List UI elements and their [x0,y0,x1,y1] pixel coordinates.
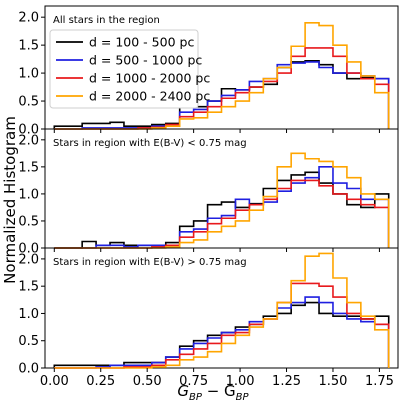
histogram-series-4 [54,252,390,369]
y-tick-label: 2.0 [18,252,39,267]
y-tick-label: 0.5 [18,95,39,110]
legend-label-2: d = 500 - 1000 pc [89,53,202,68]
histogram-series-4 [54,152,390,249]
x-tick-label: 1.50 [318,374,347,389]
panel-1: 0.0 0.5 1.0 1.5 2.0 All stars in the region d … [18,5,399,138]
y-tick-label: 0.5 [18,334,39,349]
y-tick-label: 0.0 [18,123,39,138]
x-tick-label: 1.25 [272,374,301,389]
y-tick-label: 0.0 [18,362,39,377]
x-tick-label: 1.75 [365,374,394,389]
x-tick-label: 1.00 [226,374,255,389]
y-tick-label: 1.0 [18,307,39,322]
x-axis-label-sub2: BP [236,392,250,402]
legend-label-1: d = 100 - 500 pc [89,35,194,50]
y-tick-label: 1.0 [18,187,39,202]
panel-3: 0.0 0.5 1.0 1.5 2.0 0.00 0.25 0.50 0.75 1.00 1.25 1… [18,247,399,389]
histogram-series-2 [54,61,390,130]
panel-2: 0.0 0.5 1.0 1.5 2.0 Stars in region with E(B-… [18,128,399,257]
y-tick-label: 1.5 [18,160,39,175]
panel-title: All stars in the region [53,15,160,26]
y-axis-label: Normalized Histogram [1,116,19,284]
x-axis-label-g1: G [177,382,189,400]
y-tick-label: 2.0 [18,133,39,148]
y-tick-label: 1.0 [18,67,39,82]
axes-frame [44,247,399,369]
legend-box [49,29,199,109]
legend: d = 100 - 500 pc d = 500 - 1000 pc d = 100… [49,29,210,109]
panel-title: Stars in region with E(B-V) > 0.75 mag [53,257,247,268]
y-tick-label: 1.5 [18,39,39,54]
histogram-series-1 [53,301,390,368]
y-tick-label: 1.5 [18,280,39,295]
x-tick-label: 0.25 [86,374,115,389]
legend-label-4: d = 2000 - 2400 pc [89,89,210,104]
panel-title: Stars in region with E(B-V) < 0.75 mag [53,138,247,149]
histogram-series-3 [54,282,390,369]
panels: 0.0 0.5 1.0 1.5 2.0 All stars in the region d … [18,5,399,389]
histogram-series-3 [54,179,390,249]
y-tick-label: 0.5 [18,214,39,229]
histogram-series-2 [54,296,390,369]
x-axis-label-mid: − G [202,382,236,400]
x-axis-label-sub1: BP [189,392,203,402]
x-tick-label: 0.50 [133,374,162,389]
x-axis-label: GBP − GBP [177,382,249,402]
x-tick-label: 0.00 [40,374,69,389]
legend-label-3: d = 1000 - 2000 pc [89,71,210,86]
x-tick-label: 0.75 [179,374,208,389]
y-tick-label: 2.0 [18,11,39,26]
histogram-series-2 [54,166,390,249]
y-tick-label: 0.0 [18,242,39,257]
